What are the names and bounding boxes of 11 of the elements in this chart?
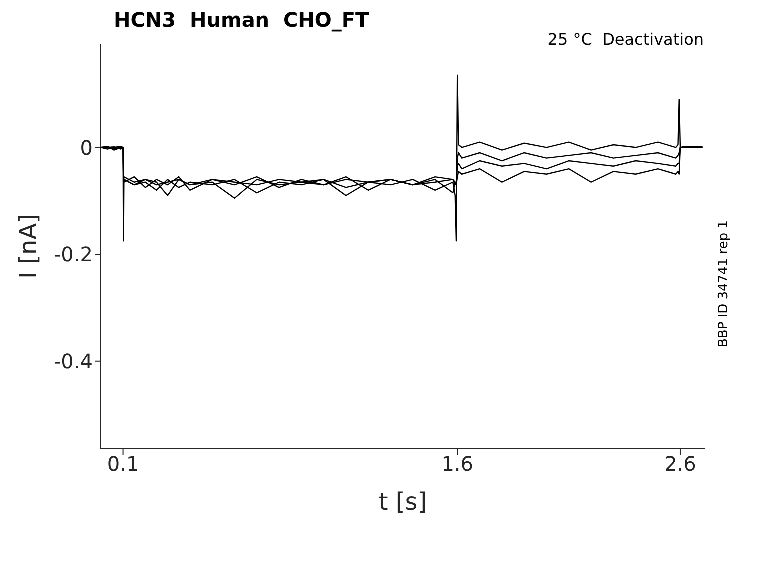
y-tick-label: -0.4 xyxy=(54,349,93,374)
x-tick-label: 0.1 xyxy=(107,452,140,476)
x-tick-label: 2.6 xyxy=(664,452,696,476)
chart-title: HCN3 Human CHO_FT xyxy=(114,8,370,32)
x-axis-title: t [s] xyxy=(378,488,428,516)
y-axis-title: I [nA] xyxy=(14,214,43,280)
y-tick-label: -0.2 xyxy=(54,242,93,267)
text: BBP ID 34741 rep 1 xyxy=(716,220,732,348)
y-tick-label: 0 xyxy=(80,136,93,160)
annotation: 25 °C Deactivation xyxy=(548,30,704,49)
x-tick-label: 1.6 xyxy=(442,452,474,476)
